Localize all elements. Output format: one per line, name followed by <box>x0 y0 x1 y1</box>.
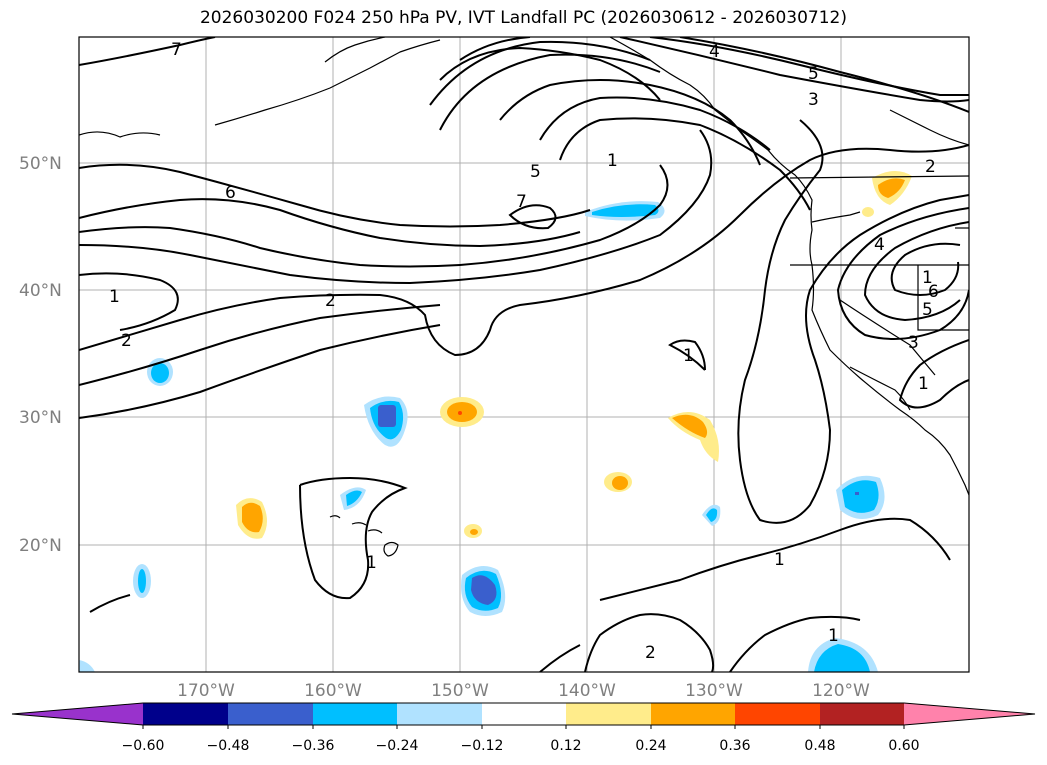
contour-label: 7 <box>171 40 182 60</box>
lon-label: 120°W <box>812 681 870 701</box>
contour-label: 4 <box>709 42 720 62</box>
colorbar-extend-high <box>904 703 1035 725</box>
colorbar-tick-label: −0.36 <box>292 738 335 754</box>
colorbar-segment <box>566 703 651 725</box>
coastlines <box>79 37 969 496</box>
colorbar-tick-label: 0.36 <box>719 738 750 754</box>
ivt-negative-patch <box>808 638 878 672</box>
colorbar-segment <box>228 703 313 725</box>
colorbar-tick-label: −0.24 <box>376 738 419 754</box>
ivt-negative-patch <box>702 504 721 526</box>
pv-contours <box>79 37 969 672</box>
contour-label: 1 <box>828 626 839 646</box>
contour-label: 7 <box>516 192 527 212</box>
lat-label: 20°N <box>19 536 62 556</box>
map-frame <box>78 36 970 673</box>
contour-label: 2 <box>121 331 132 351</box>
colorbar-segment <box>313 703 397 725</box>
contour-label: 1 <box>683 346 694 366</box>
ivt-positive-patch <box>862 170 912 217</box>
ivt-negative-patch <box>133 564 151 598</box>
colorbar-tick-label: −0.48 <box>207 738 250 754</box>
ivt-anomaly-shading <box>79 170 912 672</box>
colorbar-tick-label: 0.48 <box>804 738 835 754</box>
contour-label: 1 <box>607 151 618 171</box>
map-area <box>79 37 969 672</box>
colorbar-segment <box>143 703 228 725</box>
contour-label: 1 <box>918 374 929 394</box>
colorbar-segment <box>735 703 820 725</box>
contour-label: 1 <box>109 287 120 307</box>
lon-label: 140°W <box>558 681 616 701</box>
contour-label: 6 <box>928 282 939 302</box>
contour-label: 3 <box>808 90 819 110</box>
graticule <box>79 37 969 672</box>
colorbar-segment <box>482 703 566 725</box>
contour-label: 2 <box>925 157 936 177</box>
ivt-negative-patch <box>340 487 366 510</box>
ivt-negative-patch <box>79 660 95 672</box>
colorbar-extend-low <box>12 703 143 725</box>
contour-label: 5 <box>530 162 541 182</box>
contour-label: 1 <box>774 550 785 570</box>
contour-label: 1 <box>366 553 377 573</box>
ivt-negative-patch <box>585 201 665 221</box>
ivt-positive-patch <box>440 397 484 427</box>
lon-label: 130°W <box>685 681 743 701</box>
colorbar-segment <box>397 703 482 725</box>
lon-label: 150°W <box>431 681 489 701</box>
ivt-negative-patch <box>836 475 885 519</box>
hawaii-islands <box>329 515 399 557</box>
colorbar-segment <box>651 703 735 725</box>
lon-label: 170°W <box>177 681 235 701</box>
colorbar-tick-label: 0.24 <box>635 738 666 754</box>
contour-label: 3 <box>908 333 919 353</box>
contour-label: 2 <box>325 291 336 311</box>
colorbar-tick-label: 0.12 <box>550 738 581 754</box>
contour-label: 1 <box>922 268 933 288</box>
lon-label: 160°W <box>304 681 362 701</box>
contour-label: 5 <box>922 300 933 320</box>
colorbar-segment <box>820 703 904 725</box>
ivt-positive-patch <box>464 524 482 538</box>
ivt-positive-patch <box>236 498 267 539</box>
pv-contour-labels: 7 4 5 3 1 5 7 6 2 1 2 2 4 1 6 5 3 1 1 1 … <box>109 40 939 663</box>
latitude-labels: 50°N 40°N 30°N 20°N <box>19 154 62 556</box>
ivt-positive-patch <box>604 472 632 492</box>
contour-label: 6 <box>225 183 236 203</box>
colorbar-tick-label: −0.12 <box>461 738 504 754</box>
colorbar-tick-label: −0.60 <box>122 738 165 754</box>
lat-label: 40°N <box>19 281 62 301</box>
colorbar-tick-label: 0.60 <box>888 738 919 754</box>
colorbar: −0.60 −0.48 −0.36 −0.24 −0.12 0.12 0.24 … <box>11 702 1036 754</box>
lat-label: 50°N <box>19 154 62 174</box>
contour-label: 2 <box>645 643 656 663</box>
ivt-positive-patch <box>668 411 719 462</box>
contour-label: 4 <box>874 235 885 255</box>
figure-title: 2026030200 F024 250 hPa PV, IVT Landfall… <box>199 8 847 28</box>
lat-label: 30°N <box>19 408 62 428</box>
longitude-labels: 170°W 160°W 150°W 140°W 130°W 120°W <box>177 681 870 701</box>
ivt-negative-patch <box>364 396 408 447</box>
contour-label: 5 <box>808 64 819 84</box>
ivt-negative-patch <box>461 566 506 616</box>
